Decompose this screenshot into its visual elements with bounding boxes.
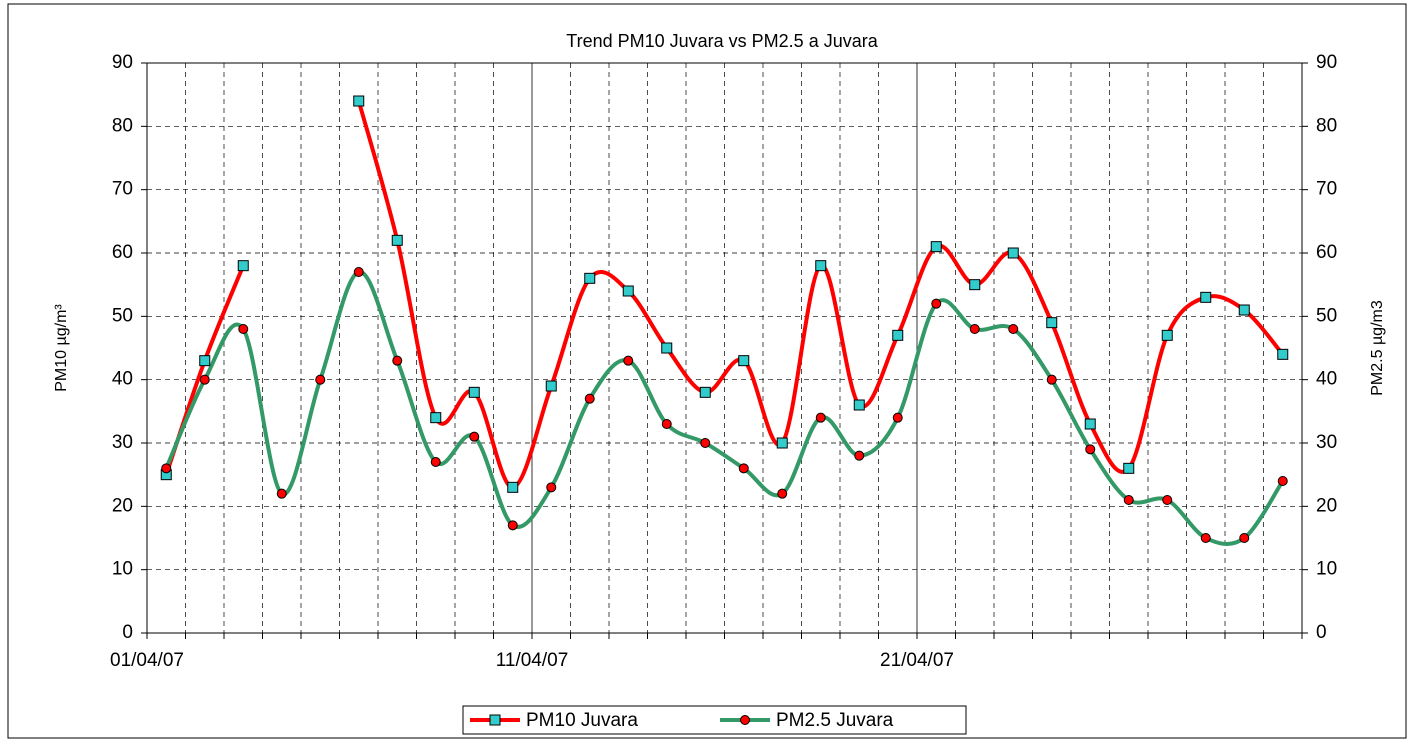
marker [930,241,942,253]
marker [199,355,211,367]
marker [699,386,711,398]
marker [199,374,210,385]
marker [661,419,672,429]
marker [931,298,942,309]
marker [276,488,287,499]
marker [545,380,557,392]
y2-tick-label: 70 [1316,179,1337,200]
marker [507,520,518,531]
y-tick-label: 80 [112,115,133,136]
marker [161,463,172,474]
marker [1277,476,1288,486]
marker [546,482,557,493]
y-tick-label: 10 [112,559,133,580]
marker [969,279,981,291]
x-tick-label: 21/04/07 [880,650,954,671]
legend-label: PM10 Juvara [526,710,638,731]
x-tick-label: 11/04/07 [496,650,569,671]
marker [969,324,980,334]
marker [815,260,827,272]
x-tick-label: 01/04/07 [110,650,184,671]
marker [777,488,788,499]
marker [1239,533,1250,543]
y-tick-label: 90 [112,52,133,73]
series-line [164,270,1285,546]
legend-label: PM2.5 Juvara [776,710,894,731]
marker [661,342,673,354]
y2-tick-label: 0 [1316,622,1327,643]
marker [392,355,403,366]
marker [815,412,826,423]
y-tick-label: 70 [112,179,133,200]
marker [315,374,326,385]
marker [853,399,865,411]
y-tick-label: 30 [112,432,133,453]
marker [1162,495,1173,505]
y2-tick-label: 50 [1316,305,1337,326]
y2-tick-label: 60 [1316,242,1337,263]
marker [430,412,442,424]
marker [237,260,249,272]
marker [1084,418,1096,430]
y2-tick-label: 90 [1316,52,1337,73]
marker [430,457,441,467]
y2-tick-label: 80 [1316,115,1337,136]
marker [1008,324,1019,334]
marker [391,234,403,246]
chart-title: Trend PM10 Juvara vs PM2.5 a Juvara [566,31,878,51]
y-tick-label: 0 [122,622,133,643]
marker [622,285,634,297]
plot-border [146,62,1303,634]
y-tick-label: 40 [112,369,133,390]
marker [1007,247,1019,259]
marker [738,355,750,367]
legend-marker [740,715,750,725]
marker [1200,533,1211,543]
marker [353,95,365,107]
marker [238,324,249,334]
marker [892,329,904,341]
marker [1085,444,1096,455]
marker [1123,495,1134,505]
marker [468,386,480,398]
marker [1123,462,1135,474]
y-tick-label: 50 [112,305,133,326]
y2-axis-label: PM2.5 µg/m3 [1369,300,1386,396]
marker [776,437,788,449]
marker [584,393,595,404]
marker [1277,348,1289,360]
y-tick-label: 60 [112,242,133,263]
legend-box [462,705,967,735]
legend-marker [489,714,501,726]
y2-tick-label: 20 [1316,495,1337,516]
chart-frame [7,3,1407,739]
marker [1046,317,1058,329]
series-line [356,100,1285,490]
marker [700,438,711,448]
y2-tick-label: 40 [1316,369,1337,390]
y2-tick-label: 10 [1316,559,1337,580]
marker [353,267,364,277]
marker [1046,374,1057,385]
marker [892,412,903,423]
marker [1200,291,1212,303]
y-tick-label: 20 [112,495,133,516]
marker [584,272,596,284]
marker [738,463,749,474]
y-axis-label: PM10 µg/m³ [53,304,70,392]
marker [1238,304,1250,316]
y2-tick-label: 30 [1316,432,1337,453]
marker [854,450,865,461]
marker [1161,329,1173,341]
marker [469,431,480,442]
marker [623,355,634,366]
marker [507,481,519,493]
